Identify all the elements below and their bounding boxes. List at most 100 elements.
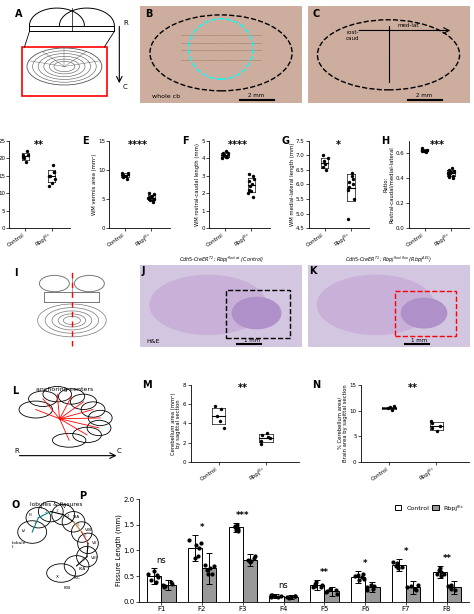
Point	[449, 171, 457, 181]
Point	[450, 166, 457, 176]
Ellipse shape	[401, 298, 447, 328]
Y-axis label: Ratio:
Rostral-caudal/medial-lateral: Ratio: Rostral-caudal/medial-lateral	[383, 146, 394, 223]
Bar	[447, 588, 461, 602]
Bar	[324, 591, 339, 602]
Point	[448, 167, 456, 177]
Point	[346, 182, 353, 192]
Point	[148, 191, 156, 201]
Point	[370, 581, 377, 591]
Text: 7: 7	[87, 546, 89, 551]
Y-axis label: WM medial-lateral length (mm): WM medial-lateral length (mm)	[290, 142, 295, 226]
Point	[434, 426, 441, 436]
Point	[219, 154, 226, 163]
Point	[210, 561, 218, 571]
Point	[24, 150, 32, 160]
Point	[257, 440, 264, 449]
Point	[309, 583, 317, 593]
Bar	[202, 569, 216, 602]
Point	[146, 193, 153, 203]
Bar	[147, 576, 161, 602]
Text: ns: ns	[156, 556, 166, 565]
Point	[50, 168, 57, 177]
Text: *: *	[404, 546, 408, 556]
Point	[323, 586, 331, 596]
Point	[285, 593, 292, 602]
Point	[195, 543, 202, 553]
Text: G: G	[282, 136, 290, 146]
Point	[250, 174, 258, 184]
Text: O: O	[11, 500, 20, 510]
Point	[419, 145, 426, 155]
Point	[220, 423, 228, 433]
Point	[220, 150, 228, 160]
Point	[118, 168, 126, 178]
Point	[151, 190, 158, 200]
Text: med-lat: med-lat	[397, 23, 419, 28]
Text: H&E: H&E	[147, 338, 160, 344]
Point	[247, 556, 255, 565]
Text: M: M	[142, 380, 151, 391]
Y-axis label: Fissure Length (mm): Fissure Length (mm)	[116, 515, 122, 586]
Point	[192, 540, 200, 550]
Text: **: **	[33, 139, 44, 150]
Text: P: P	[79, 491, 86, 501]
Point	[437, 421, 444, 431]
Text: J: J	[142, 266, 146, 276]
Point	[323, 588, 330, 597]
Point	[312, 577, 319, 587]
Point	[446, 168, 454, 178]
Text: rost-
caud: rost- caud	[346, 31, 360, 41]
Point	[418, 146, 426, 156]
Point	[21, 154, 28, 163]
Point	[150, 195, 157, 205]
Point	[49, 160, 57, 170]
Point	[19, 152, 27, 161]
Point	[332, 586, 339, 596]
Y-axis label: WM rostral-caudal length (mm): WM rostral-caudal length (mm)	[195, 143, 200, 226]
Text: **: **	[237, 383, 247, 392]
Ellipse shape	[150, 275, 266, 335]
Text: I: I	[15, 268, 18, 278]
Point	[326, 584, 334, 594]
Point	[122, 171, 129, 181]
Point	[354, 570, 361, 580]
Point	[19, 150, 27, 160]
Point	[436, 564, 444, 573]
Point	[45, 181, 52, 191]
Point	[389, 557, 397, 567]
Point	[356, 575, 363, 585]
Text: H: H	[382, 136, 390, 146]
Point	[204, 569, 211, 578]
Legend: Control, Rbpjᴵᴱᶜ: Control, Rbpjᴵᴱᶜ	[392, 502, 466, 513]
Point	[449, 173, 457, 183]
Ellipse shape	[232, 297, 281, 328]
Point	[367, 580, 374, 590]
Point	[359, 569, 367, 578]
Text: lobules & fissures: lobules & fissures	[30, 502, 82, 507]
Point	[231, 521, 239, 530]
Text: $Cdh5$-$CreER^{T2}$; $Rbpj^{flox/wt}$ (Control): $Cdh5$-$CreER^{T2}$; $Rbpj^{flox/wt}$ (C…	[179, 254, 264, 265]
Point	[257, 436, 265, 446]
Point	[267, 592, 275, 602]
Point	[223, 152, 230, 161]
Point	[250, 553, 257, 563]
Point	[120, 171, 128, 181]
Text: C: C	[312, 9, 320, 19]
Point	[394, 564, 402, 573]
Point	[274, 592, 282, 602]
Point	[201, 560, 209, 570]
Point	[311, 581, 319, 591]
Point	[349, 174, 357, 184]
Text: ***: ***	[236, 511, 250, 520]
Point	[268, 589, 275, 599]
Point	[320, 157, 328, 166]
Point	[249, 171, 256, 181]
Point	[194, 551, 201, 561]
Point	[363, 586, 371, 596]
Text: R: R	[123, 20, 128, 26]
Point	[206, 564, 213, 573]
Point	[349, 179, 357, 189]
Point	[324, 154, 331, 163]
Text: R: R	[14, 448, 19, 454]
Text: F: F	[182, 136, 189, 146]
